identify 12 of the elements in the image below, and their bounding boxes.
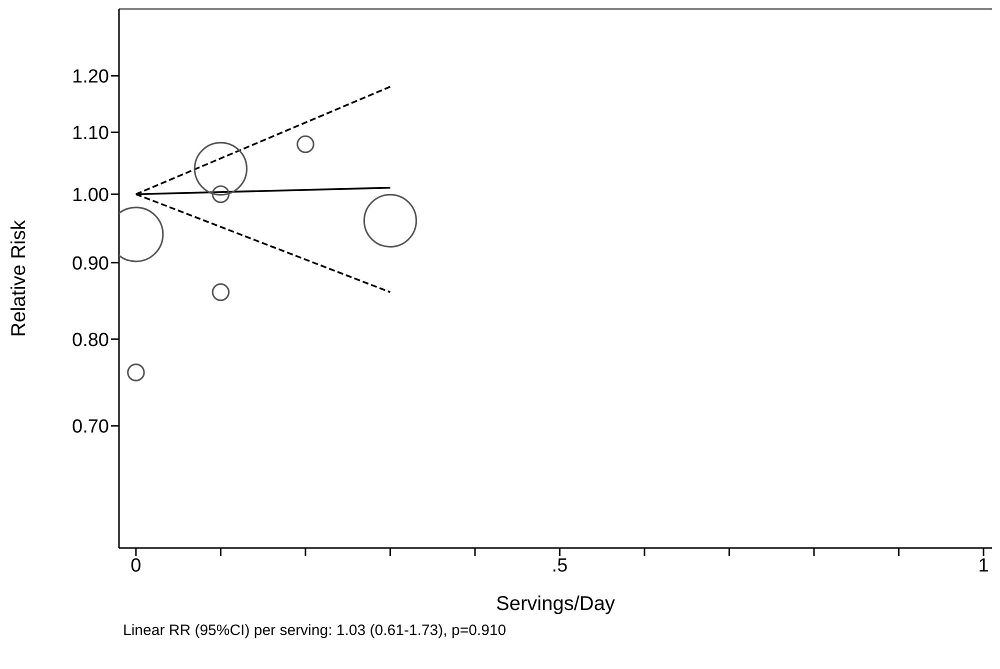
y-tick-label: 1.20 xyxy=(72,66,109,88)
y-tick-label: 0.70 xyxy=(72,416,109,438)
y-axis-title: Relative Risk xyxy=(8,219,30,337)
y-tick-label: 0.90 xyxy=(72,253,109,274)
x-tick-label: 0 xyxy=(130,555,142,576)
y-tick-label: 1.10 xyxy=(72,123,109,144)
x-tick-label: .5 xyxy=(552,555,568,576)
y-tick-label: 0.80 xyxy=(72,330,109,351)
text: Linear RR (95%CI) per serving: 1.03 (0.61-1.73), p=0.910 xyxy=(123,622,508,639)
x-tick-label: 1 xyxy=(978,555,989,576)
x-axis-title: Servings/Day xyxy=(496,593,615,615)
y-tick-label: 1.00 xyxy=(72,184,109,206)
